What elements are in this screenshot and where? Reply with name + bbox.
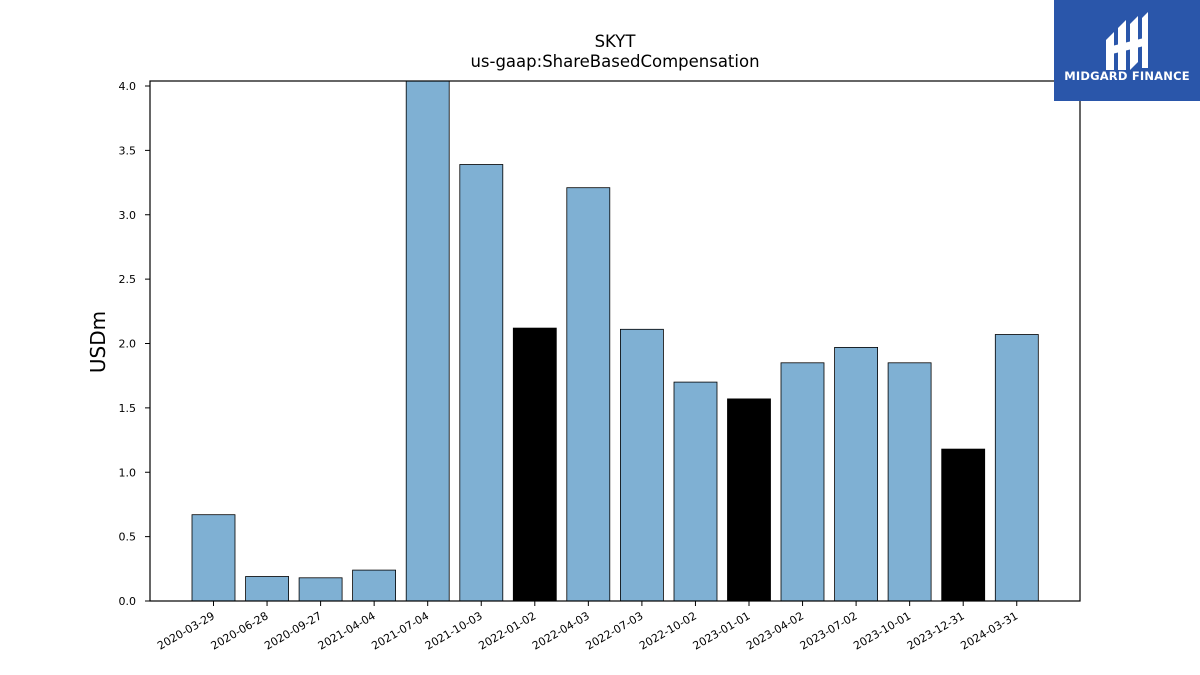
brand-logo: MIDGARD FINANCE	[1054, 0, 1200, 101]
bar-2022-04-03	[566, 187, 611, 602]
x-tick-label: 2021-10-03	[423, 609, 485, 652]
bar-2024-03-31	[994, 334, 1039, 602]
x-tick-label: 2022-04-03	[530, 609, 592, 652]
bar-2023-07-02	[834, 346, 878, 602]
bar-2023-10-01	[887, 362, 932, 602]
y-tick-label: 1.0	[119, 466, 137, 479]
bar-2023-01-01	[727, 398, 771, 602]
bar-2022-10-02	[673, 381, 718, 602]
y-tick-label: 0.5	[119, 531, 137, 544]
x-tick-label: 2022-07-03	[584, 609, 646, 652]
y-tick-label: 0.0	[119, 595, 137, 608]
bar-2020-06-28	[245, 576, 290, 602]
bar-2020-09-27	[298, 577, 343, 602]
y-axis-label: USDm	[86, 311, 110, 373]
plot-frame	[149, 80, 1081, 602]
x-tick-label: 2022-01-02	[476, 609, 538, 652]
y-tick-label: 3.0	[119, 209, 137, 222]
x-tick-label: 2023-07-02	[798, 609, 860, 652]
x-tick-label: 2024-03-31	[958, 609, 1020, 652]
bar-2023-04-02	[780, 362, 825, 602]
bar-2022-07-03	[620, 328, 664, 602]
midgard-logo-icon	[1106, 12, 1148, 70]
bar-2023-12-31	[941, 448, 986, 602]
x-tick-label: 2021-04-04	[316, 609, 378, 652]
bar-2021-07-04	[405, 80, 450, 602]
chart-title: SKYT	[594, 32, 636, 51]
bar-2020-03-29	[191, 514, 236, 602]
x-tick-label: 2023-04-02	[744, 609, 806, 652]
x-tick-label: 2020-09-27	[262, 609, 324, 652]
x-tick-label: 2020-03-29	[155, 609, 217, 652]
x-tick-label: 2020-06-28	[209, 609, 271, 652]
y-tick-label: 1.5	[119, 402, 137, 415]
y-tick-label: 2.5	[119, 273, 137, 286]
x-tick-label: 2023-12-31	[905, 609, 967, 652]
x-tick-label: 2023-10-01	[851, 609, 913, 652]
chart-subtitle: us-gaap:ShareBasedCompensation	[470, 52, 760, 71]
brand-name: MIDGARD FINANCE	[1064, 69, 1190, 83]
bar-2021-04-04	[352, 569, 397, 602]
y-tick-label: 2.0	[119, 338, 137, 351]
y-tick-label: 4.0	[119, 80, 137, 93]
x-tick-label: 2021-07-04	[369, 609, 431, 652]
bar-2021-10-03	[459, 164, 504, 602]
x-tick-label: 2022-10-02	[637, 609, 699, 652]
bar-2022-01-02	[512, 327, 557, 602]
x-tick-label: 2023-01-01	[691, 609, 753, 652]
y-tick-label: 3.5	[119, 144, 137, 157]
